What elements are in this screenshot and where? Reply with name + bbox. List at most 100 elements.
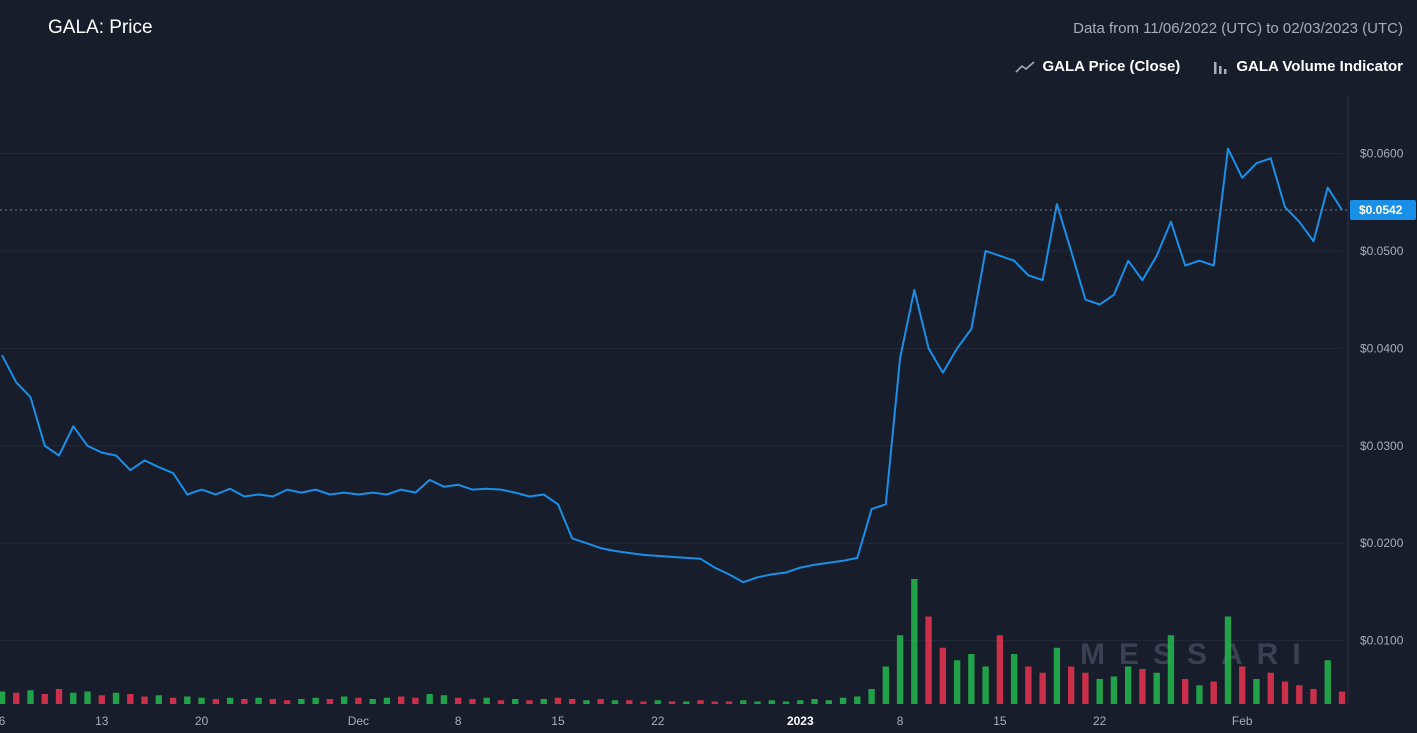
volume-bar	[426, 694, 433, 704]
volume-bar	[141, 696, 148, 704]
volume-bar	[469, 699, 476, 704]
x-tick-label: 2023	[787, 714, 814, 728]
volume-bar	[968, 654, 975, 704]
volume-bar	[1310, 689, 1317, 704]
volume-bar	[269, 699, 277, 704]
volume-bar	[797, 700, 804, 704]
volume-bar	[526, 700, 533, 704]
volume-bar	[1224, 616, 1232, 704]
volume-bar	[611, 700, 619, 704]
volume-bar	[1182, 679, 1189, 704]
volume-bar	[754, 701, 761, 704]
volume-bar	[440, 695, 448, 704]
volume-bar	[782, 701, 790, 704]
volume-bar	[1324, 660, 1331, 704]
legend-price-label: GALA Price (Close)	[1042, 58, 1181, 75]
volume-bar	[1110, 676, 1118, 704]
volume-bar	[1196, 685, 1203, 704]
legend: GALA Price (Close) GALA Volume Indicator	[993, 58, 1403, 75]
x-tick-label: Dec	[348, 714, 369, 728]
volume-bar	[1296, 685, 1303, 704]
volume-bar	[953, 660, 961, 704]
volume-bar	[626, 700, 633, 704]
volume-bar	[198, 697, 205, 704]
volume-bar	[597, 699, 604, 704]
volume-bar	[27, 690, 34, 704]
legend-volume-label: GALA Volume Indicator	[1236, 58, 1403, 75]
volume-bar	[711, 701, 718, 704]
volume-bar	[255, 697, 262, 704]
volume-bar	[1253, 679, 1260, 704]
grid-lines	[0, 95, 1349, 705]
volume-bar	[554, 697, 562, 704]
legend-price[interactable]: GALA Price (Close)	[1014, 58, 1181, 75]
y-tick-label: $0.0300	[1360, 439, 1404, 453]
volume-bar	[654, 700, 661, 704]
volume-bar	[155, 695, 162, 704]
last-price-label: $0.0542	[1359, 203, 1403, 217]
watermark: MESSARI	[1080, 638, 1315, 671]
x-axis: 6 13 20 Dec 8 15 22 2023 8 15 22 Feb	[0, 714, 1253, 728]
volume-bar	[512, 699, 519, 704]
volume-bar	[569, 699, 576, 704]
bar-chart-icon	[1214, 61, 1227, 74]
volume-bar	[70, 692, 77, 704]
x-tick-label: Feb	[1232, 714, 1253, 728]
volume-bar	[540, 699, 547, 704]
volume-bar	[740, 700, 747, 704]
volume-bar	[839, 697, 847, 704]
volume-bar	[169, 697, 177, 704]
volume-bar	[312, 697, 319, 704]
x-tick-label: 22	[651, 714, 665, 728]
volume-bar	[768, 700, 775, 704]
volume-bar	[1096, 679, 1103, 704]
volume-bar	[1153, 672, 1160, 704]
volume-bar	[0, 691, 6, 704]
volume-bar	[882, 666, 890, 704]
volume-bar	[939, 647, 947, 704]
volume-bar	[483, 697, 490, 704]
volume-bar	[583, 700, 590, 704]
y-tick-label: $0.0200	[1360, 536, 1404, 550]
volume-bar	[412, 697, 419, 704]
x-tick-label: 8	[897, 714, 904, 728]
date-range: Data from 11/06/2022 (UTC) to 02/03/2023…	[1073, 20, 1403, 37]
volume-bar	[697, 700, 704, 704]
volume-bar	[226, 697, 234, 704]
x-tick-label: 8	[455, 714, 462, 728]
volume-bar	[98, 695, 105, 704]
volume-bar	[996, 635, 1004, 704]
x-tick-label: 15	[551, 714, 565, 728]
volume-bar	[112, 692, 120, 704]
price-line[interactable]	[1, 147, 1343, 584]
line-chart-icon	[1014, 60, 1035, 73]
volume-bar	[1053, 647, 1061, 704]
volume-bar	[84, 691, 91, 704]
volume-bar	[1067, 666, 1075, 704]
volume-bar	[811, 699, 818, 704]
last-price-badge	[1350, 199, 1416, 220]
volume-bar	[1025, 666, 1032, 704]
volume-bar	[41, 694, 48, 704]
volume-bar	[911, 579, 918, 704]
legend-volume[interactable]: GALA Volume Indicator	[1212, 58, 1403, 75]
volume-bar	[825, 700, 832, 704]
volume-bar	[497, 700, 505, 704]
volume-bar	[454, 697, 462, 704]
volume-bar	[854, 696, 861, 704]
volume-bar	[640, 701, 647, 704]
volume-bar	[683, 701, 690, 704]
y-axis: $0.0100 $0.0200 $0.0300 $0.0400 $0.0500 $0.06…	[1360, 146, 1404, 647]
x-tick-label: 22	[1093, 714, 1107, 728]
volume-bar	[982, 666, 989, 704]
volume-bar	[383, 697, 391, 704]
volume-bar	[1338, 691, 1346, 704]
x-tick-label: 13	[95, 714, 109, 728]
volume-bar	[283, 700, 291, 704]
volume-bar	[1210, 681, 1217, 704]
volume-bar	[1010, 654, 1018, 704]
volume-bar	[326, 699, 334, 704]
x-tick-label: 6	[0, 714, 6, 728]
